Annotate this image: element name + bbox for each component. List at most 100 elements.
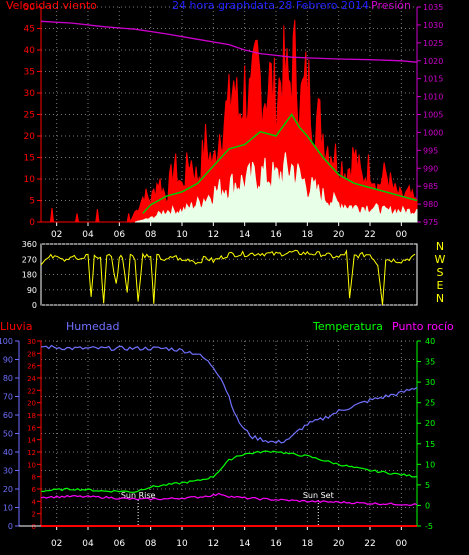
y2-tick-label: 980 xyxy=(423,200,438,209)
y2-tick-label: 1015 xyxy=(423,75,443,84)
dir-tick-label: 0 xyxy=(32,301,37,310)
x-tick-label: 20 xyxy=(333,230,345,240)
humidity-tick-label: 50 xyxy=(3,430,13,439)
wind-speed-label: Velocidad viento xyxy=(6,0,97,12)
x-tick-label: 16 xyxy=(270,230,282,240)
dir-tick-label: 270 xyxy=(22,255,37,264)
y2-tick-label: 1035 xyxy=(423,3,443,12)
y-tick-label: 10 xyxy=(24,175,36,185)
compass-letter: S xyxy=(437,266,444,279)
y-tick-label: 15 xyxy=(24,154,35,164)
compass-letter: N xyxy=(436,240,444,253)
y2-tick-label: 1025 xyxy=(423,39,443,48)
x-tick-label: 14 xyxy=(239,539,251,549)
y2-tick-label: 1010 xyxy=(423,93,443,102)
humidity-label: Humedad xyxy=(66,320,120,333)
wind-speed-series xyxy=(41,19,418,224)
x-tick-label: 06 xyxy=(114,230,126,240)
y2-tick-label: 1005 xyxy=(423,111,443,120)
temp-tick-label: 40 xyxy=(425,337,435,346)
pressure-series xyxy=(40,20,418,63)
rain-tick-label: 28 xyxy=(27,350,36,358)
temp-tick-label: 20 xyxy=(425,419,435,428)
temperature-label: Temperatura xyxy=(313,320,383,333)
x-tick-label: 02 xyxy=(51,230,62,240)
rain-tick-label: 2 xyxy=(32,511,36,519)
temp-tick-label: 25 xyxy=(425,399,435,408)
dir-tick-label: 180 xyxy=(22,271,37,280)
y2-tick-label: 1000 xyxy=(423,128,443,137)
rain-tick-label: 4 xyxy=(32,498,37,506)
humidity-tick-label: 20 xyxy=(3,485,13,494)
x-tick-label: 00 xyxy=(396,539,408,549)
x-tick-label: 04 xyxy=(82,230,94,240)
humidity-tick-label: 80 xyxy=(3,374,13,383)
wind-min-series xyxy=(134,152,418,223)
humidity-tick-label: 70 xyxy=(3,393,13,402)
temp-tick-label: 30 xyxy=(425,378,435,387)
pressure-label: Presión xyxy=(371,0,411,12)
sun-set-label: Sun Set xyxy=(303,491,334,500)
y2-tick-label: 975 xyxy=(423,218,438,227)
rain-label: Lluvia xyxy=(0,320,33,333)
x-tick-label: 14 xyxy=(239,230,251,240)
x-tick-label: 16 xyxy=(270,539,282,549)
y2-tick-label: 1030 xyxy=(423,21,443,30)
wind-avg-series xyxy=(142,113,418,214)
rain-tick-label: 14 xyxy=(27,437,36,445)
dewpoint-series xyxy=(40,492,418,506)
wind-direction-series xyxy=(40,249,416,306)
rain-tick-label: 8 xyxy=(32,474,36,482)
y2-tick-label: 995 xyxy=(423,146,438,155)
rain-tick-label: 22 xyxy=(27,387,36,395)
dir-tick-label: 90 xyxy=(27,286,37,295)
x-tick-label: 22 xyxy=(364,539,375,549)
y-tick-label: 40 xyxy=(24,46,36,56)
temp-tick-label: 5 xyxy=(425,481,430,490)
x-tick-label: 00 xyxy=(396,230,408,240)
x-tick-label: 02 xyxy=(51,539,62,549)
compass-letter: W xyxy=(435,253,446,266)
x-tick-label: 18 xyxy=(302,539,314,549)
temp-tick-label: 0 xyxy=(425,501,430,510)
rain-tick-label: 26 xyxy=(27,363,36,371)
x-tick-label: 20 xyxy=(333,539,345,549)
x-tick-label: 22 xyxy=(364,230,375,240)
x-tick-label: 10 xyxy=(176,230,188,240)
rain-tick-label: 30 xyxy=(27,338,36,346)
rain-tick-label: 20 xyxy=(27,400,36,408)
rain-tick-label: 18 xyxy=(27,412,36,420)
x-tick-label: 08 xyxy=(145,539,157,549)
humidity-tick-label: 10 xyxy=(3,504,13,513)
dir-tick-label: 360 xyxy=(22,240,37,249)
rain-tick-label: 24 xyxy=(27,375,36,383)
sun-rise-label: Sun Rise xyxy=(121,491,156,500)
temp-tick-label: 35 xyxy=(425,358,435,367)
temp-tick-label: 10 xyxy=(425,460,435,469)
y2-tick-label: 1020 xyxy=(423,57,443,66)
y-tick-label: 35 xyxy=(24,68,35,78)
temperature-series xyxy=(40,450,418,493)
y-tick-label: 30 xyxy=(24,89,36,99)
humidity-tick-label: 0 xyxy=(8,522,13,531)
rain-tick-label: 6 xyxy=(32,486,37,494)
humidity-tick-label: 30 xyxy=(3,467,13,476)
dewpoint-label: Punto rocío xyxy=(392,320,454,333)
temp-tick-label: -5 xyxy=(425,522,433,531)
temp-tick-label: 15 xyxy=(425,440,435,449)
y2-tick-label: 985 xyxy=(423,182,438,191)
y-tick-label: 20 xyxy=(24,132,36,142)
rain-tick-label: 16 xyxy=(27,424,36,432)
chart-title: 24 hora graphdata 28 Febrero 2014 xyxy=(172,0,369,12)
humidity-tick-label: 40 xyxy=(3,448,13,457)
humidity-series xyxy=(40,344,418,444)
y-tick-label: 50 xyxy=(24,3,36,13)
x-tick-label: 12 xyxy=(208,230,219,240)
rain-tick-label: 0 xyxy=(32,523,36,531)
y-tick-label: 5 xyxy=(29,197,35,207)
rain-tick-label: 10 xyxy=(27,461,36,469)
y2-tick-label: 990 xyxy=(423,164,438,173)
x-tick-label: 06 xyxy=(114,539,126,549)
y-tick-label: 45 xyxy=(24,25,35,35)
